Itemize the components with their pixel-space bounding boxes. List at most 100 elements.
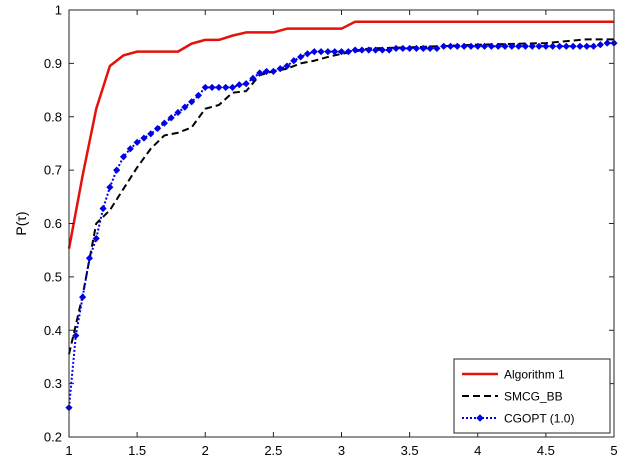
x-tick-label: 3.5 [401, 443, 419, 458]
data-point [249, 74, 257, 82]
data-point [153, 124, 162, 133]
y-tick-label: 0.8 [44, 109, 62, 124]
data-point [85, 254, 94, 262]
data-point [242, 80, 250, 88]
data-point [113, 166, 121, 174]
data-point [487, 42, 495, 50]
data-point [385, 46, 393, 54]
data-point [535, 42, 543, 50]
data-point [147, 130, 155, 138]
data-point [276, 65, 284, 73]
series-cgopt-1-0 [65, 39, 618, 412]
x-tick-label: 5 [610, 443, 617, 458]
data-point [133, 138, 141, 146]
legend-label-smcg-bb: SMCG_BB [504, 390, 563, 404]
data-point [378, 46, 386, 54]
legend-label-algorithm-1: Algorithm 1 [504, 368, 565, 382]
data-point [188, 98, 196, 106]
data-point [290, 57, 298, 65]
y-axis-label: P(τ) [13, 211, 29, 235]
data-point [119, 153, 128, 161]
data-point [303, 50, 312, 58]
data-point [331, 48, 339, 56]
data-point [371, 46, 380, 54]
data-point [433, 44, 441, 52]
data-point [555, 42, 564, 50]
data-point [337, 48, 346, 56]
x-tick-label: 1 [65, 443, 72, 458]
data-point [412, 44, 421, 52]
y-tick-label: 0.4 [44, 323, 62, 338]
x-tick-label: 1.5 [128, 443, 146, 458]
data-point [406, 44, 414, 52]
data-point [256, 69, 264, 77]
data-point [440, 42, 448, 50]
data-point [399, 44, 407, 52]
data-point [92, 234, 100, 243]
data-point [262, 67, 271, 75]
data-point [365, 46, 373, 54]
data-point [106, 183, 114, 191]
data-point [460, 42, 468, 50]
data-point [310, 48, 318, 56]
data-point [228, 83, 237, 91]
data-point [569, 42, 577, 50]
data-point [283, 62, 291, 70]
data-point [467, 42, 475, 50]
data-point [222, 83, 230, 91]
data-point [521, 42, 530, 50]
data-point [140, 134, 148, 142]
data-point [392, 44, 400, 52]
data-point [324, 48, 332, 56]
data-point [596, 41, 604, 49]
data-point [426, 44, 434, 52]
data-point [181, 103, 189, 111]
data-point [453, 42, 461, 50]
data-point [72, 332, 80, 340]
legend-label-cgopt-1-0: CGOPT (1.0) [504, 412, 574, 426]
data-point [344, 48, 352, 56]
series-layer [65, 20, 618, 412]
data-point [549, 42, 557, 50]
y-tick-label: 1 [55, 3, 62, 18]
data-point [297, 53, 305, 61]
data-point [194, 91, 203, 99]
data-point [474, 42, 482, 50]
data-point [99, 204, 107, 213]
data-point [167, 114, 175, 122]
data-point [358, 46, 366, 54]
y-tick-label: 0.9 [44, 56, 62, 71]
data-point [174, 108, 182, 117]
axes-layer: 1 1.5 2 2.5 3 3.5 4 4.5 5 0.2 0.3 0.4 0.5 0.6 0.7 0.8 0.… [44, 3, 618, 459]
legend: Algorithm 1 SMCG_BB CGOPT (1.0) [453, 358, 611, 434]
x-tick-label: 3 [338, 443, 345, 458]
data-point [208, 83, 216, 91]
legend-marker-cgopt-1-0 [476, 414, 484, 422]
data-point [351, 46, 359, 54]
y-tick-label: 0.3 [44, 376, 62, 391]
data-point [269, 67, 277, 75]
data-point [515, 42, 523, 50]
data-point [215, 83, 223, 91]
data-point [508, 42, 516, 50]
y-tick-label: 0.7 [44, 163, 62, 178]
series-line-algorithm-1 [67, 20, 614, 249]
x-tick-label: 4 [474, 443, 481, 458]
x-tick-label: 2 [202, 443, 209, 458]
data-point [79, 293, 87, 301]
series-algorithm-1 [67, 20, 614, 249]
data-point [126, 145, 134, 153]
x-tick-label: 2.5 [264, 443, 282, 458]
data-point [235, 81, 243, 89]
data-point [603, 39, 611, 47]
data-point [576, 42, 584, 50]
data-point [542, 42, 550, 50]
data-point [446, 42, 455, 50]
data-point [419, 44, 427, 52]
data-point [583, 42, 591, 50]
data-point [501, 42, 509, 50]
data-point [480, 42, 489, 50]
data-point [562, 42, 570, 50]
data-point [317, 48, 325, 56]
